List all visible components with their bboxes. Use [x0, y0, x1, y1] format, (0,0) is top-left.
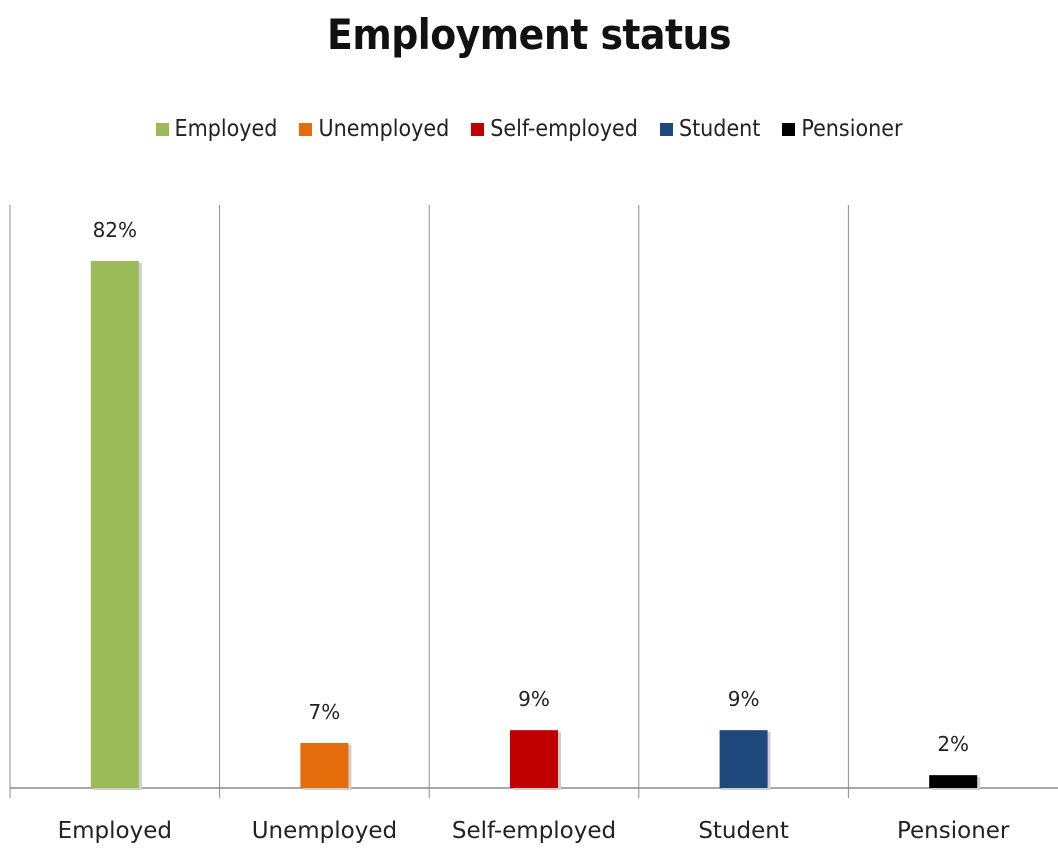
legend-label-unemployed: Unemployed — [318, 116, 450, 142]
legend-item-student: Student — [659, 116, 761, 142]
legend-swatch-self-employed — [471, 122, 485, 136]
legend-label-employed: Employed — [174, 116, 278, 142]
legend-swatch-pensioner — [782, 122, 796, 136]
data-label-unemployed: 7% — [309, 700, 341, 724]
bar-employed — [90, 261, 139, 788]
legend-swatch-employed — [155, 122, 169, 136]
data-label-employed: 82% — [93, 218, 137, 242]
bar-unemployed — [300, 743, 349, 788]
data-label-pensioner: 2% — [937, 732, 969, 756]
x-tick-label-self-employed: Self-employed — [452, 818, 616, 844]
legend-item-unemployed: Unemployed — [299, 116, 449, 142]
bar-self-employed — [510, 730, 558, 788]
data-label-self-employed: 9% — [518, 687, 550, 711]
bar-pensioner — [929, 775, 978, 788]
legend-label-pensioner: Pensioner — [801, 116, 903, 142]
chart-title: Employment status — [327, 10, 731, 59]
legend-swatch-student — [659, 122, 673, 136]
bar-student — [719, 730, 768, 788]
legend-item-employed: Employed — [155, 116, 278, 142]
legend-item-self-employed: Self-employed — [471, 116, 638, 142]
legend-label-student: Student — [678, 116, 761, 142]
x-tick-label-unemployed: Unemployed — [252, 818, 397, 844]
x-tick-label-pensioner: Pensioner — [897, 818, 1010, 844]
legend-item-pensioner: Pensioner — [782, 116, 902, 142]
legend-swatch-unemployed — [299, 122, 313, 136]
legend-label-self-employed: Self-employed — [490, 116, 638, 142]
x-tick-label-student: Student — [698, 818, 789, 844]
legend: Employed Unemployed Self-employed Studen… — [0, 116, 1058, 142]
x-tick-label-employed: Employed — [58, 818, 172, 844]
data-label-student: 9% — [728, 687, 760, 711]
